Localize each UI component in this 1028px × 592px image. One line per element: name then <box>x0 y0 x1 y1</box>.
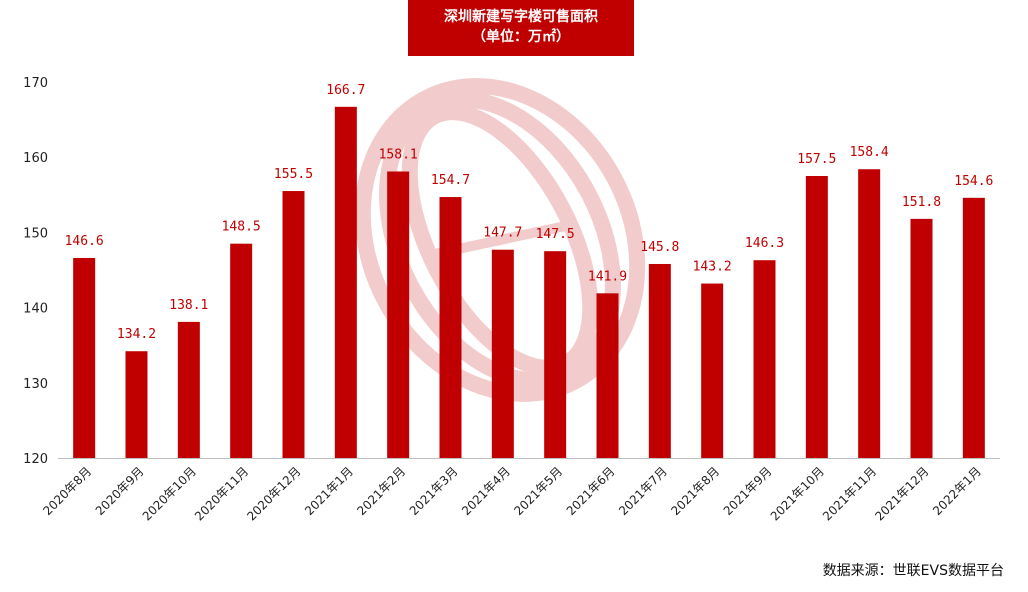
data-label: 146.6 <box>65 234 104 249</box>
bar <box>334 106 357 458</box>
data-label: 145.8 <box>640 240 679 255</box>
x-tick-label: 2020年12月 <box>244 464 303 523</box>
data-label: 148.5 <box>222 220 261 235</box>
bar <box>910 218 933 458</box>
bar <box>177 321 200 458</box>
watermark-arc <box>354 78 646 402</box>
data-source-note: 数据来源：世联EVS数据平台 <box>822 563 1004 579</box>
x-tick-label: 2021年4月 <box>459 464 513 518</box>
data-label: 151.8 <box>902 195 941 210</box>
x-tick-label: 2021年11月 <box>820 464 879 523</box>
data-label: 143.2 <box>693 260 732 275</box>
data-label: 134.2 <box>117 327 156 342</box>
x-axis: 2020年8月2020年9月2020年10月2020年11月2020年12月20… <box>40 458 1000 523</box>
data-label: 146.3 <box>745 236 784 251</box>
chart-subtitle: （单位：万㎡） <box>472 29 570 45</box>
x-tick-label: 2021年1月 <box>302 464 356 518</box>
data-label: 147.7 <box>483 226 522 241</box>
bar <box>491 249 514 458</box>
bar <box>753 260 776 458</box>
x-tick-label: 2021年7月 <box>616 464 670 518</box>
y-tick-label: 170 <box>23 76 48 91</box>
y-tick-label: 140 <box>23 302 48 317</box>
data-label: 166.7 <box>326 83 365 98</box>
bar <box>544 251 567 458</box>
x-tick-label: 2021年12月 <box>872 464 931 523</box>
bar <box>596 293 619 458</box>
bar <box>701 283 724 458</box>
bar <box>648 263 671 458</box>
bar <box>858 169 881 458</box>
x-tick-label: 2021年3月 <box>407 464 461 518</box>
y-tick-label: 150 <box>23 226 48 241</box>
bar <box>230 243 253 458</box>
x-tick-label: 2021年9月 <box>721 464 775 518</box>
x-tick-label: 2021年6月 <box>564 464 618 518</box>
bar <box>962 197 985 459</box>
bar <box>282 191 305 459</box>
data-label: 155.5 <box>274 167 313 182</box>
y-tick-label: 120 <box>23 452 48 467</box>
data-label: 154.7 <box>431 173 470 188</box>
bar <box>125 351 148 458</box>
bar <box>73 257 96 458</box>
x-tick-label: 2020年8月 <box>40 464 94 518</box>
bars-group <box>73 106 985 459</box>
x-tick-label: 2021年8月 <box>668 464 722 518</box>
data-label: 157.5 <box>797 152 836 167</box>
watermark-arc <box>379 91 621 389</box>
bar <box>439 197 462 458</box>
data-label: 158.1 <box>379 147 418 162</box>
y-axis: 120 130 140 150 160 170 <box>23 76 48 467</box>
x-tick-label: 2022年1月 <box>930 464 984 518</box>
x-tick-label: 2020年9月 <box>93 464 147 518</box>
x-tick-label: 2021年5月 <box>511 464 565 518</box>
x-tick-label: 2020年10月 <box>140 464 199 523</box>
bar <box>805 176 828 458</box>
bar <box>387 171 410 458</box>
chart-title: 深圳新建写字楼可售面积 <box>444 9 598 25</box>
x-tick-label: 2021年10月 <box>768 464 827 523</box>
data-label: 141.9 <box>588 269 627 284</box>
x-tick-label: 2020年11月 <box>192 464 251 523</box>
data-label: 138.1 <box>169 298 208 313</box>
y-tick-label: 160 <box>23 151 48 166</box>
x-tick-label: 2021年2月 <box>354 464 408 518</box>
data-label: 154.6 <box>954 174 993 189</box>
chart-title-box: 深圳新建写字楼可售面积 （单位：万㎡） <box>408 0 634 56</box>
data-label: 158.4 <box>850 145 889 160</box>
y-tick-label: 130 <box>23 377 48 392</box>
value-labels-group: 146.6 134.2 138.1 148.5 155.5 166.7 158.1 154.7… <box>65 83 994 342</box>
data-label: 147.5 <box>536 227 575 242</box>
